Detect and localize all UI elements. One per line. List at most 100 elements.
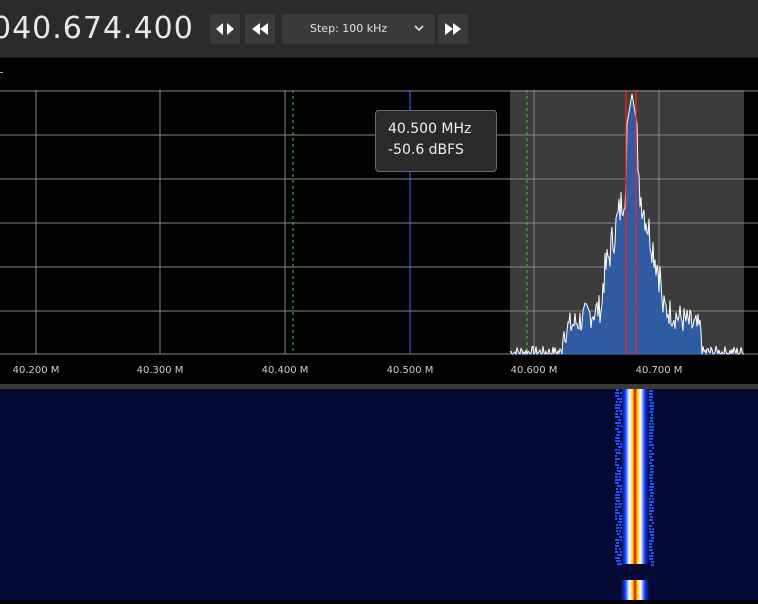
waterfall-speckle — [619, 473, 621, 475]
waterfall-speckle — [652, 483, 654, 485]
waterfall-speckle — [649, 486, 651, 488]
step-forward-button[interactable] — [438, 14, 468, 44]
waterfall-speckle — [649, 555, 651, 557]
waterfall-speckle — [650, 420, 652, 422]
waterfall-speckle — [616, 401, 618, 403]
axis-label: 40.300 M — [137, 365, 184, 376]
waterfall-speckle — [651, 474, 653, 476]
waterfall-speckle — [650, 519, 652, 521]
waterfall-speckle — [620, 485, 622, 487]
waterfall-speckle — [649, 510, 651, 512]
waterfall-speckle — [651, 435, 653, 437]
waterfall-speckle — [651, 411, 653, 413]
waterfall-speckle — [620, 446, 622, 448]
waterfall-speckle — [649, 549, 651, 551]
waterfall-speckle — [652, 534, 654, 536]
waterfall-speckle — [617, 392, 619, 394]
waterfall-speckle — [649, 390, 651, 392]
waterfall-speckle — [652, 507, 654, 509]
waterfall-speckle — [620, 491, 622, 493]
waterfall-speckle — [618, 458, 620, 460]
waterfall-speckle — [618, 446, 620, 448]
waterfall-speckle — [620, 392, 622, 394]
waterfall-speckle — [617, 563, 619, 565]
waterfall-speckle — [618, 497, 620, 499]
waterfall-speckle — [615, 437, 617, 439]
waterfall-speckle — [651, 558, 653, 560]
spectrum-plot[interactable]: 40.200 M 40.300 M 40.400 M 40.500 M 40.6… — [0, 90, 758, 386]
waterfall-speckle — [615, 518, 617, 520]
waterfall-speckle — [615, 512, 617, 514]
waterfall-speckle — [649, 504, 651, 506]
waterfall-speckle — [615, 458, 617, 460]
cursor-tooltip: 40.500 MHz -50.6 dBFS — [375, 110, 497, 172]
waterfall-speckle — [651, 537, 653, 539]
waterfall-speckle — [615, 422, 617, 424]
waterfall-speckle — [652, 447, 654, 449]
waterfall-speckle — [615, 449, 617, 451]
waterfall-speckle — [649, 546, 651, 548]
axis-label: 40.600 M — [511, 365, 558, 376]
waterfall-speckle — [649, 393, 651, 395]
fast-forward-icon — [445, 23, 461, 35]
waterfall-speckle — [616, 491, 618, 493]
waterfall-speckle — [651, 393, 653, 395]
waterfall-speckle — [618, 500, 620, 502]
waterfall-speckle — [649, 405, 651, 407]
waterfall-speckle — [650, 525, 652, 527]
waterfall-speckle — [650, 480, 652, 482]
waterfall-speckle — [619, 560, 621, 562]
waterfall-speckle — [617, 485, 619, 487]
waterfall-speckle — [649, 477, 651, 479]
step-size-select[interactable]: Step: 100 kHz — [282, 14, 435, 44]
waterfall-speckle — [620, 551, 622, 553]
waterfall-speckle — [618, 533, 620, 535]
waterfall-speckle — [652, 486, 654, 488]
waterfall-signal-trace — [621, 389, 649, 564]
waterfall-speckle — [620, 488, 622, 490]
waterfall-speckle — [650, 513, 652, 515]
waterfall-speckle — [620, 503, 622, 505]
waterfall-speckle — [615, 404, 617, 406]
axis-label: 40.500 M — [387, 365, 434, 376]
waterfall-speckle — [617, 545, 619, 547]
waterfall-speckle — [616, 410, 618, 412]
splitter-handle[interactable] — [0, 384, 758, 389]
waterfall-speckle — [617, 479, 619, 481]
waterfall-speckle — [650, 471, 652, 473]
step-back-button[interactable] — [245, 14, 275, 44]
waterfall-speckle — [617, 425, 619, 427]
waterfall-speckle — [619, 410, 621, 412]
tune-swap-button[interactable] — [210, 14, 240, 44]
waterfall-speckle — [617, 470, 619, 472]
waterfall-speckle — [652, 423, 654, 425]
axis-label: 40.200 M — [13, 365, 60, 376]
waterfall-speckle — [650, 426, 652, 428]
waterfall-speckle — [619, 518, 621, 520]
waterfall-speckle — [651, 396, 653, 398]
frequency-display[interactable]: 040.674.400 — [0, 11, 194, 46]
waterfall-speckle — [617, 560, 619, 562]
waterfall-speckle — [651, 489, 653, 491]
waterfall-speckle — [651, 549, 653, 551]
waterfall-speckle — [616, 488, 618, 490]
waterfall-speckle — [651, 510, 653, 512]
waterfall-speckle — [620, 527, 622, 529]
waterfall-speckle — [620, 425, 622, 427]
waterfall-speckle — [649, 411, 651, 413]
waterfall-speckle — [649, 399, 651, 401]
waterfall-speckle — [615, 548, 617, 550]
waterfall-speckle — [617, 494, 619, 496]
waterfall-speckle — [620, 515, 622, 517]
waterfall-speckle — [650, 462, 652, 464]
waterfall-speckle — [619, 548, 621, 550]
waterfall-display[interactable] — [0, 389, 758, 600]
waterfall-speckle — [620, 554, 622, 556]
waterfall-speckle — [620, 467, 622, 469]
waterfall-speckle — [650, 516, 652, 518]
tooltip-frequency: 40.500 MHz — [388, 121, 472, 137]
waterfall-speckle — [650, 438, 652, 440]
waterfall-speckle — [616, 407, 618, 409]
waterfall-speckle — [617, 422, 619, 424]
waterfall-speckle — [650, 408, 652, 410]
